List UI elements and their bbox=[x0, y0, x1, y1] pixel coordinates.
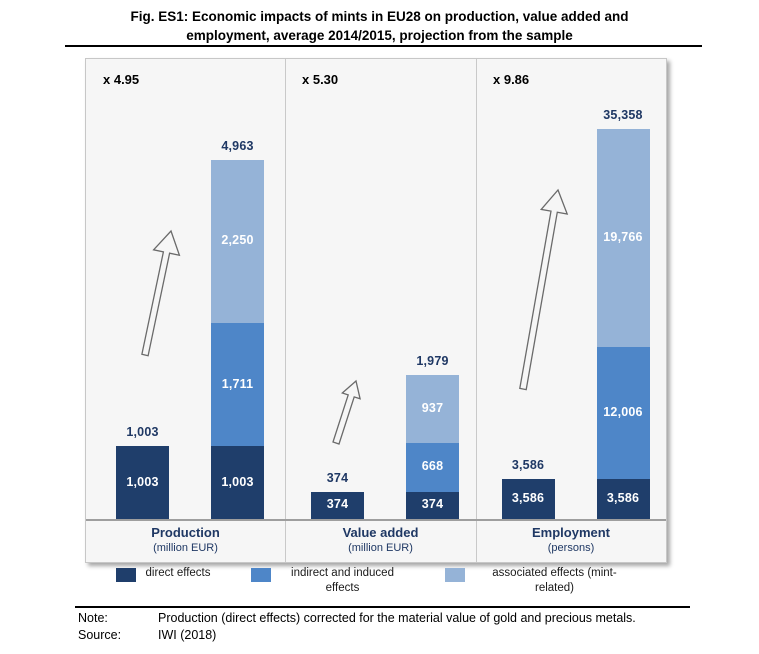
bar-segment-indirect bbox=[211, 322, 264, 447]
category-unit-label: (persons) bbox=[547, 542, 595, 554]
bar-segment-value-label: 374 bbox=[421, 497, 444, 512]
note-text: Production (direct effects) corrected fo… bbox=[158, 611, 636, 625]
bar-segment-associated bbox=[596, 129, 650, 348]
bar-total-label: 374 bbox=[326, 470, 349, 485]
figure-title-line2: employment, average 2014/2015, projectio… bbox=[186, 28, 573, 43]
bar-segment-indirect bbox=[406, 443, 459, 492]
growth-arrow-icon bbox=[519, 188, 569, 391]
bar-segment-value-label: 1,003 bbox=[221, 474, 254, 489]
multiplier-label: x 4.95 bbox=[103, 72, 140, 87]
bar-segment-value-label: 19,766 bbox=[603, 230, 643, 244]
category-unit-label: (million EUR) bbox=[153, 542, 218, 554]
bar-segment-value-label: 668 bbox=[421, 459, 444, 474]
legend-label: direct effects bbox=[145, 567, 211, 579]
bar-segment-value-label: 3,586 bbox=[606, 491, 640, 506]
bar-segment-direct bbox=[596, 479, 650, 519]
legend-item-direct: direct effects bbox=[115, 566, 211, 582]
chart-plot-area: x 4.95 Production (million EUR) 1,003 1,003 1… bbox=[85, 58, 667, 563]
legend-label: indirect and induced effects bbox=[291, 567, 394, 594]
source-label: Source: bbox=[78, 628, 122, 642]
legend-swatch-direct bbox=[115, 568, 136, 582]
bar-segment-direct bbox=[501, 479, 555, 519]
footnote-divider-rule bbox=[75, 606, 690, 608]
bar-segment-indirect bbox=[596, 347, 650, 480]
category-label: Employment bbox=[531, 525, 610, 540]
multiplier-label: x 9.86 bbox=[493, 72, 530, 87]
bar-segment-value-label: 3,586 bbox=[511, 491, 545, 506]
growth-arrow-icon bbox=[332, 379, 361, 445]
bar-segment-value-label: 937 bbox=[421, 401, 444, 416]
bar-segment-value-label: 1,003 bbox=[126, 474, 159, 489]
legend-swatch-associated bbox=[444, 568, 465, 582]
bar-segment-value-label: 1,711 bbox=[221, 376, 254, 391]
figure-title-line1: Fig. ES1: Economic impacts of mints in E… bbox=[130, 9, 629, 24]
bar-total-label: 3,586 bbox=[511, 458, 545, 473]
bar-segment-associated bbox=[406, 375, 459, 444]
bar-total-label: 1,979 bbox=[416, 354, 449, 368]
source-row: Source: IWI (2018) bbox=[78, 628, 216, 642]
category-label: Production bbox=[151, 525, 220, 540]
bar-segment-associated bbox=[211, 160, 264, 323]
title-divider-rule bbox=[65, 45, 702, 47]
panel-divider bbox=[476, 59, 477, 562]
legend-item-indirect: indirect and induced effects bbox=[250, 566, 405, 596]
category-label: Value added bbox=[342, 525, 419, 540]
bar-segment-value-label: 374 bbox=[326, 497, 349, 512]
bar-segment-direct bbox=[116, 446, 169, 519]
panel-divider bbox=[285, 59, 286, 562]
bar-segment-direct bbox=[311, 491, 364, 519]
note-label: Note: bbox=[78, 611, 108, 625]
bar-total-label: 35,358 bbox=[603, 108, 643, 122]
bar-segment-direct bbox=[406, 491, 459, 519]
chart-legend: direct effects indirect and induced effec… bbox=[85, 566, 665, 596]
figure-title: Fig. ES1: Economic impacts of mints in E… bbox=[0, 7, 759, 45]
legend-label: associated effects (mint-related) bbox=[492, 567, 617, 594]
bar-segment-direct bbox=[211, 446, 264, 519]
note-row: Note: Production (direct effects) correct… bbox=[78, 611, 636, 625]
multiplier-label: x 5.30 bbox=[302, 72, 339, 87]
category-unit-label: (million EUR) bbox=[348, 542, 413, 554]
x-axis-line bbox=[86, 519, 666, 521]
bar-segment-value-label: 2,250 bbox=[221, 233, 254, 248]
bar-total-label: 1,003 bbox=[126, 425, 159, 440]
bar-segment-value-label: 12,006 bbox=[603, 405, 643, 420]
legend-item-associated: associated effects (mint-related) bbox=[444, 566, 635, 596]
legend-swatch-indirect bbox=[250, 568, 271, 582]
bar-total-label: 4,963 bbox=[221, 139, 254, 153]
source-text: IWI (2018) bbox=[158, 628, 217, 642]
growth-arrow-icon bbox=[141, 229, 181, 357]
